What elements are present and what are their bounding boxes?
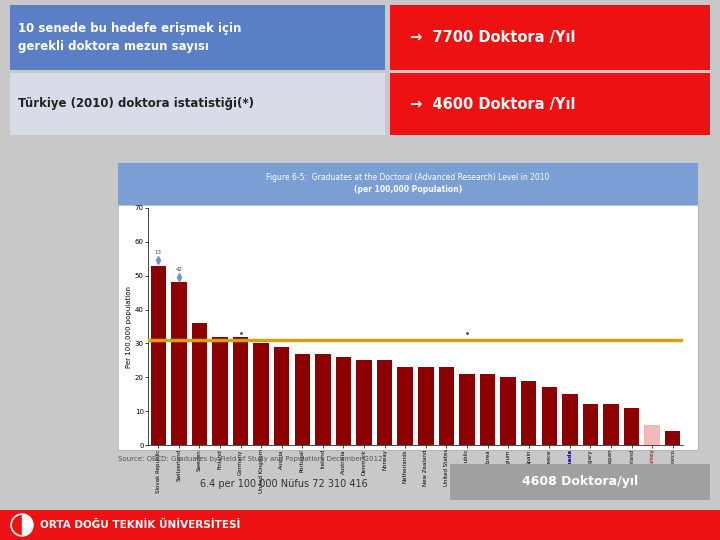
Text: Source: OECD: Graduates by Field of Study and Population, December 2012.: Source: OECD: Graduates by Field of Stud… (118, 456, 384, 462)
Bar (118, 163, 698, 205)
Text: Türkiye (2010) doktora istatistiği(*): Türkiye (2010) doktora istatistiği(*) (18, 98, 254, 111)
Bar (665, 431, 680, 445)
Bar (644, 424, 660, 445)
Y-axis label: Per 100,000 population: Per 100,000 population (126, 286, 132, 368)
Wedge shape (12, 515, 22, 535)
Bar (480, 374, 495, 445)
Bar (0, 510, 720, 540)
Bar (356, 360, 372, 445)
Text: (per 100,000 Population): (per 100,000 Population) (354, 185, 462, 193)
Bar (418, 367, 433, 445)
Bar (603, 404, 618, 445)
Bar (562, 394, 577, 445)
Bar (171, 282, 186, 445)
Bar (438, 367, 454, 445)
Bar (390, 73, 710, 135)
Bar (336, 357, 351, 445)
Bar (150, 266, 166, 445)
Text: →  7700 Doktora /Yıl: → 7700 Doktora /Yıl (410, 30, 575, 45)
Text: 4608 Doktora/yıl: 4608 Doktora/yıl (522, 476, 638, 489)
Bar (459, 374, 474, 445)
Bar (397, 367, 413, 445)
Circle shape (11, 514, 33, 536)
Bar (624, 408, 639, 445)
Text: ORTA DOĞU TEKNİK ÜNİVERSİTESİ: ORTA DOĞU TEKNİK ÜNİVERSİTESİ (40, 520, 240, 530)
Text: →  4600 Doktora /Yıl: → 4600 Doktora /Yıl (410, 97, 575, 111)
Bar (390, 5, 710, 70)
Text: 6.4 per 100 000 Nüfus 72 310 416: 6.4 per 100 000 Nüfus 72 310 416 (200, 479, 368, 489)
Text: 10 senede bu hedefe erişmek için
gerekli doktora mezun sayısı: 10 senede bu hedefe erişmek için gerekli… (18, 22, 241, 53)
Text: 13: 13 (155, 249, 162, 255)
Bar (10, 73, 385, 135)
Bar (377, 360, 392, 445)
Bar (192, 323, 207, 445)
Bar (315, 354, 330, 445)
Bar (450, 464, 710, 500)
Bar (582, 404, 598, 445)
Bar (253, 343, 269, 445)
Bar (274, 347, 289, 445)
Bar (212, 336, 228, 445)
Text: 42: 42 (176, 267, 182, 272)
Bar (500, 377, 516, 445)
Bar (521, 381, 536, 445)
Bar (233, 336, 248, 445)
Bar (294, 354, 310, 445)
Text: Figure 6-5:  Graduates at the Doctoral (Advanced Research) Level in 2010: Figure 6-5: Graduates at the Doctoral (A… (266, 172, 549, 181)
Bar (10, 5, 385, 70)
Bar (541, 387, 557, 445)
